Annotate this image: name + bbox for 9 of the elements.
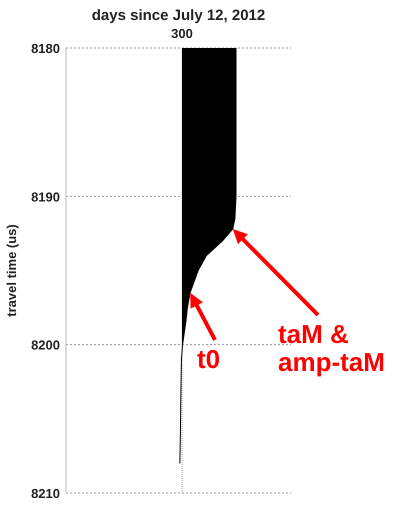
annotation: taM & amp-taM: [278, 319, 385, 377]
y-tick-label: 8210: [31, 486, 60, 501]
y-axis-title: travel time (us): [4, 224, 19, 317]
y-tick-label: 8190: [31, 189, 60, 204]
y-tick-label: 8200: [31, 338, 60, 353]
y-tick-label: 8180: [31, 41, 60, 56]
x-axis-title: days since July 12, 2012: [92, 7, 266, 24]
text: 300: [171, 26, 193, 41]
annotation: t0: [197, 344, 220, 374]
